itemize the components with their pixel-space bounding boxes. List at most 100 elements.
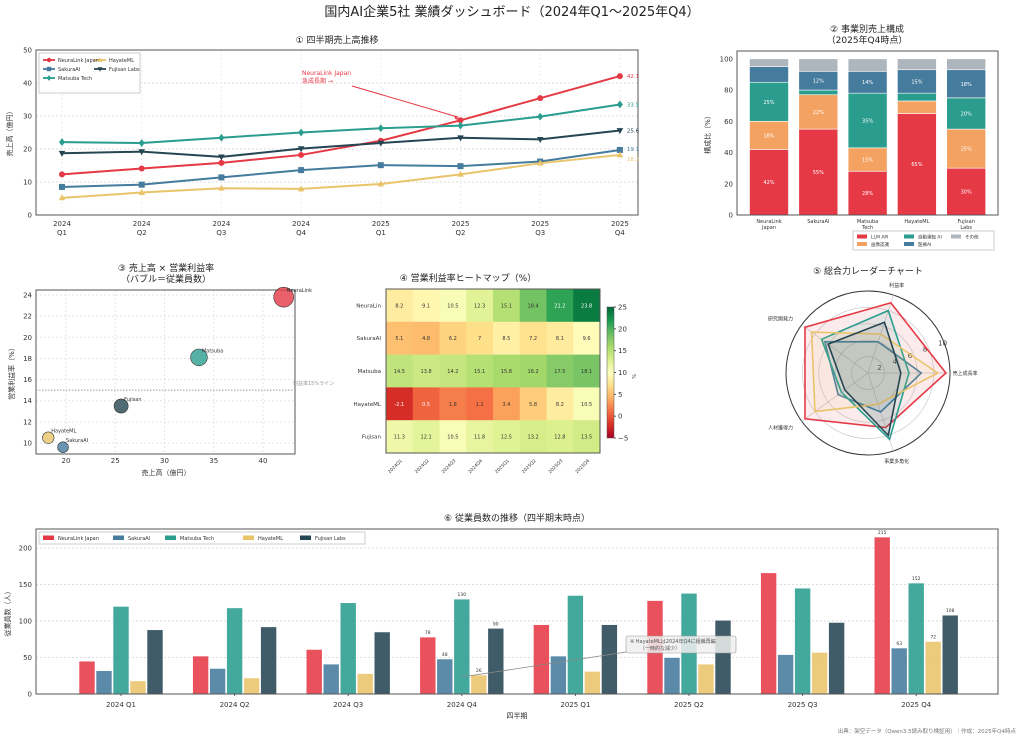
x-tick-year: 2025 bbox=[372, 220, 390, 228]
annotation-arrow bbox=[461, 651, 627, 678]
y-axis-label: 構成比（%） bbox=[703, 112, 712, 154]
legend-swatch bbox=[857, 234, 867, 239]
data-point bbox=[377, 180, 385, 187]
data-point bbox=[536, 159, 544, 166]
legend-marker-icon bbox=[46, 75, 52, 81]
x-tick-label: 2025 Q2 bbox=[674, 701, 704, 709]
employee-bar bbox=[663, 657, 681, 695]
legend-box bbox=[38, 52, 141, 94]
y-tick-label: 10 bbox=[23, 440, 32, 448]
legend-swatch bbox=[857, 242, 867, 246]
employee-bar bbox=[305, 649, 323, 695]
employee-bar bbox=[436, 658, 454, 695]
reference-line-label: 利益率15%ライン bbox=[293, 380, 334, 387]
y-axis-label: 売上高（億円） bbox=[5, 108, 14, 157]
employee-bar bbox=[260, 626, 277, 695]
radar-tick-label: 8 bbox=[923, 346, 927, 354]
bar-value-label: 108 bbox=[946, 608, 955, 614]
data-point bbox=[457, 121, 464, 130]
cell-value: 9.6 bbox=[583, 336, 591, 342]
employee-bar bbox=[322, 663, 340, 695]
row-label: SakuraAI bbox=[357, 336, 382, 342]
employee-bar bbox=[453, 598, 471, 695]
employee-bar bbox=[419, 636, 437, 695]
radar-axis-label: 利益率 bbox=[889, 282, 904, 289]
segment-label: 25% bbox=[763, 100, 774, 106]
column-label: 2025Q2 bbox=[521, 458, 538, 475]
x-tick-year: 2025 bbox=[611, 220, 629, 228]
row-label: Fujisan bbox=[362, 435, 382, 441]
cell-value: 8.2 bbox=[556, 402, 564, 408]
bubble-label: HayateML bbox=[51, 429, 76, 435]
stacked-segment bbox=[897, 58, 937, 71]
segment-label: 22% bbox=[813, 110, 824, 116]
x-tick-year: 2024 bbox=[212, 220, 230, 228]
bar-value-label: 78 bbox=[425, 630, 431, 636]
row-label: NeuraLin bbox=[356, 303, 381, 309]
bubble bbox=[42, 431, 55, 444]
data-point bbox=[616, 128, 624, 135]
heatmap-title: ④ 営業利益率ヒートマップ（%） bbox=[400, 272, 536, 284]
x-tick-year: 2025 bbox=[531, 220, 549, 228]
bubble bbox=[273, 286, 294, 308]
data-point bbox=[298, 167, 305, 174]
annotation-text: ※ HayateMLは2024年Q4に組織再編 bbox=[630, 638, 716, 645]
x-tick-label: 2025 Q4 bbox=[901, 701, 932, 709]
employee-bar bbox=[584, 671, 601, 695]
employee-bar bbox=[567, 595, 584, 695]
y-tick-label: 10 bbox=[23, 179, 32, 187]
x-tick-label: 2024 Q1 bbox=[106, 701, 136, 709]
annotation-text: 急成長期 → bbox=[302, 77, 333, 85]
segment-label: 12% bbox=[813, 79, 824, 85]
cell-value: 13.2 bbox=[528, 435, 539, 441]
y-tick-label: 40 bbox=[724, 149, 733, 157]
employee-bar bbox=[890, 647, 908, 695]
cell-value: 8.1 bbox=[556, 336, 564, 342]
y-tick-label: 40 bbox=[23, 80, 32, 88]
column-label: 2024Q3 bbox=[440, 458, 457, 475]
employee-legend bbox=[38, 531, 366, 545]
cell-value: 10.5 bbox=[581, 402, 592, 408]
y-tick-label: 24 bbox=[23, 292, 32, 300]
cell-value: 10.5 bbox=[447, 303, 458, 309]
y-tick-label: 50 bbox=[23, 654, 32, 662]
x-axis-label: 四半期 bbox=[507, 711, 528, 720]
data-point bbox=[457, 170, 464, 177]
y-tick-label: 150 bbox=[19, 581, 32, 589]
x-tick-label: NeuraLink bbox=[756, 219, 781, 225]
data-point bbox=[138, 188, 145, 195]
stacked-segment bbox=[847, 58, 888, 72]
x-tick-quarter: Q2 bbox=[137, 229, 147, 237]
cell-value: 10.5 bbox=[447, 435, 458, 441]
data-point bbox=[457, 135, 464, 142]
bar-value-label: 48 bbox=[442, 652, 448, 658]
stacked-segment bbox=[749, 149, 789, 216]
heatmap-cell bbox=[386, 387, 414, 421]
colorbar-tick-label: 5 bbox=[618, 391, 622, 399]
heatmap-cell bbox=[466, 387, 494, 421]
segment-label: 55% bbox=[813, 170, 824, 176]
employee-bar bbox=[811, 652, 828, 695]
employee-bar bbox=[226, 607, 243, 695]
data-point bbox=[59, 138, 65, 146]
heatmap-cell bbox=[519, 354, 547, 388]
stacked-segment bbox=[749, 58, 789, 67]
data-point bbox=[297, 146, 305, 153]
employee-bar bbox=[760, 572, 777, 695]
employee-bar bbox=[907, 582, 925, 695]
cell-value: 5.1 bbox=[395, 336, 403, 342]
data-point bbox=[138, 165, 145, 172]
data-point bbox=[58, 150, 66, 157]
heatmap-cell bbox=[466, 420, 494, 454]
cell-value: 4.8 bbox=[422, 336, 430, 342]
heatmap-cell bbox=[412, 420, 440, 454]
radar-tick-label: 2 bbox=[877, 364, 881, 372]
legend-label: Matsuba Tech bbox=[180, 536, 214, 542]
employee-bar bbox=[470, 674, 488, 695]
data-point bbox=[377, 140, 385, 147]
heatmap-cell bbox=[466, 354, 494, 388]
heatmap-cell bbox=[412, 387, 440, 421]
series-line-0 bbox=[61, 75, 621, 176]
data-point bbox=[377, 162, 384, 169]
